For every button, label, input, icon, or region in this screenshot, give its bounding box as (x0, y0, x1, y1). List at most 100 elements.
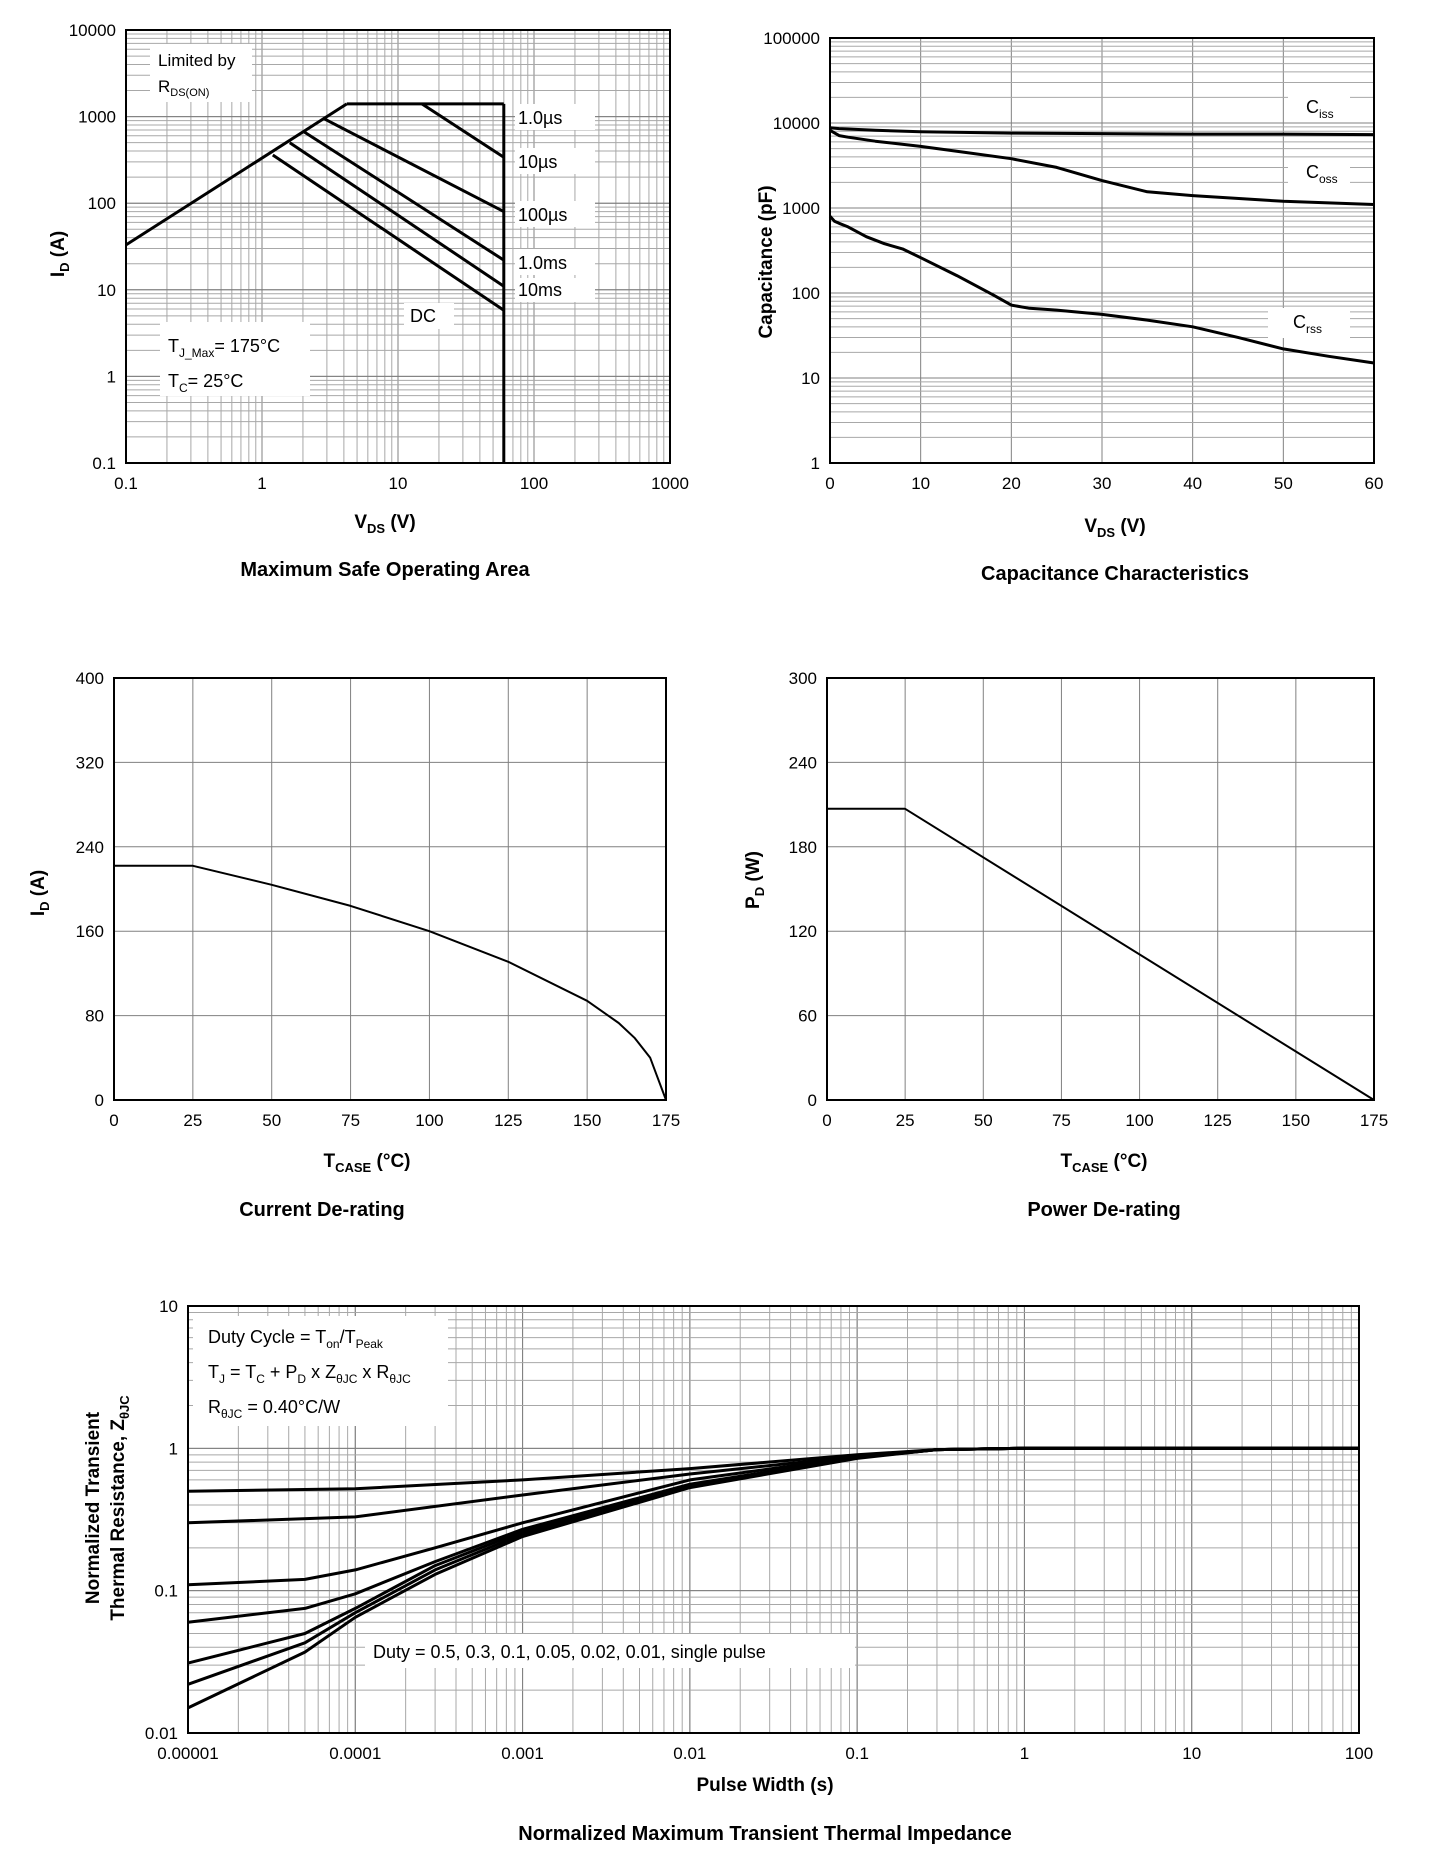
zth-x-tick-label: 0.1 (845, 1744, 869, 1763)
soa-series-100-s (322, 116, 505, 213)
cap-x-tick-label: 20 (1002, 474, 1021, 493)
zth-series-single-pulse (187, 1446, 1359, 1710)
cap-series-ciss (829, 126, 1375, 137)
cur-x-tick-label: 0 (109, 1111, 118, 1130)
thermal-impedance-chart: 0.00001 0.0001 0.001 0.01 0.1 1 10 100 0.01 0.1 1 1… (83, 1297, 1373, 1845)
zth-y-tick-label: 0.1 (154, 1582, 178, 1601)
pow-x-axis-label: TCASE (°C) (1061, 1151, 1148, 1175)
cap-plot-frame (829, 37, 1375, 464)
cur-x-axis-label: TCASE (°C) (324, 1151, 411, 1175)
cap-y-axis-label: Capacitance (pF) (756, 185, 777, 338)
cur-x-tick-label: 150 (573, 1111, 601, 1130)
zth-chart-title: Normalized Maximum Transient Thermal Imp… (518, 1823, 1011, 1845)
pow-y-tick-label: 120 (789, 922, 817, 941)
zth-tick-labels: 0.00001 0.0001 0.001 0.01 0.1 1 10 100 0.01 0.1 1 1… (145, 1297, 1373, 1763)
cur-plot-frame (113, 677, 667, 1101)
zth-series-d-0-3 (187, 1446, 1359, 1525)
zth-x-tick-label: 1 (1020, 1744, 1029, 1763)
soa-curves (125, 102, 506, 463)
soa-series-10ms (288, 141, 505, 288)
soa-conditions-box (160, 322, 310, 396)
cap-annotations: Ciss Coss Crss (1268, 92, 1350, 338)
cap-x-tick-label: 30 (1093, 474, 1112, 493)
soa-label-bg-100us (515, 201, 595, 227)
soa-chart: 0.1 1 10 100 1000 0.1 1 10 100 1000 10000 Limited … (48, 21, 689, 581)
soa-tick-labels: 0.1 1 10 100 1000 0.1 1 10 100 1000 10000 (69, 21, 689, 493)
cur-x-tick-label: 125 (494, 1111, 522, 1130)
cur-grid (113, 677, 667, 1101)
cur-y-axis-label: ID (A) (28, 870, 52, 916)
cap-x-tick-label: 10 (911, 474, 930, 493)
cap-label-ciss: Ciss (1306, 97, 1334, 121)
cur-y-tick-label: 320 (76, 753, 104, 772)
power-derating-chart: 0 25 50 75 100 125 150 175 0 60 120 180 240 300 TCASE… (743, 669, 1388, 1221)
soa-label-10ms: 10ms (518, 280, 562, 300)
zth-duty-list-label: Duty = 0.5, 0.3, 0.1, 0.05, 0.02, 0.01, … (373, 1642, 766, 1662)
soa-tc-label: TC= 25°C (168, 371, 243, 395)
soa-label-bg-1us (515, 104, 595, 130)
soa-label-1us: 1.0µs (518, 108, 562, 128)
soa-plot-frame (125, 29, 671, 464)
zth-y-axis-label-line2: Thermal Resistance, ZθJC (108, 1395, 132, 1621)
soa-x-tick-label: 0.1 (114, 474, 138, 493)
zth-y-tick-label: 0.01 (145, 1724, 178, 1743)
cur-chart-title: Current De-rating (239, 1199, 405, 1221)
zth-x-tick-label: 0.01 (673, 1744, 706, 1763)
cap-y-tick-label: 1 (811, 454, 820, 473)
zth-rth-label: RθJC = 0.40°C/W (208, 1397, 340, 1421)
pow-y-tick-label: 240 (789, 753, 817, 772)
pow-x-tick-label: 175 (1360, 1111, 1388, 1130)
cap-y-tick-label: 10000 (773, 114, 820, 133)
zth-x-tick-label: 0.001 (501, 1744, 544, 1763)
cur-x-tick-label: 25 (183, 1111, 202, 1130)
soa-tj-label: TJ_Max= 175°C (168, 336, 280, 360)
cap-series-crss (828, 215, 1375, 365)
pow-grid (826, 677, 1375, 1101)
cap-chart-title: Capacitance Characteristics (981, 563, 1249, 585)
soa-y-tick-label: 10 (97, 281, 116, 300)
cur-series-id (114, 864, 667, 1101)
zth-x-tick-label: 100 (1345, 1744, 1373, 1763)
soa-annotations: Limited by RDS(ON) 1.0µs 10µs 100µs 1.0m… (150, 44, 595, 396)
pow-x-tick-label: 100 (1125, 1111, 1153, 1130)
soa-y-axis-label: ID (A) (48, 231, 72, 277)
cap-label-coss: Coss (1306, 162, 1338, 186)
zth-tj-equation: TJ = TC + PD x ZθJC x RθJC (208, 1362, 411, 1386)
soa-limited-label: Limited by (158, 51, 236, 70)
pow-series-pd (827, 807, 1375, 1101)
pow-y-tick-label: 60 (798, 1007, 817, 1026)
zth-equations-box (193, 1316, 448, 1426)
soa-x-tick-label: 100 (520, 474, 548, 493)
cap-series-coss (829, 129, 1375, 206)
cur-y-tick-label: 400 (76, 669, 104, 688)
current-derating-chart: 0 25 50 75 100 125 150 175 0 80 160 240 320 400 TCASE… (28, 669, 680, 1221)
cap-curves (828, 126, 1375, 365)
zth-duty-cycle-label: Duty Cycle = Ton/TPeak (208, 1327, 384, 1351)
cur-y-tick-label: 0 (95, 1091, 104, 1110)
cur-x-tick-label: 175 (652, 1111, 680, 1130)
cur-tick-labels: 0 25 50 75 100 125 150 175 0 80 160 240 320 400 (76, 669, 681, 1130)
cap-x-tick-label: 40 (1183, 474, 1202, 493)
soa-label-bg-1ms (515, 249, 595, 275)
cur-x-tick-label: 75 (341, 1111, 360, 1130)
cur-y-tick-label: 240 (76, 838, 104, 857)
capacitance-chart: 0 10 20 30 40 50 60 1 10 100 1000 10000 100000 Ciss … (756, 29, 1383, 585)
cur-y-tick-label: 160 (76, 922, 104, 941)
soa-rdson-label: RDS(ON) (158, 77, 209, 99)
soa-x-axis-label: VDS (V) (354, 512, 415, 536)
soa-series-dc (271, 153, 505, 312)
cur-x-tick-label: 100 (415, 1111, 443, 1130)
soa-x-tick-label: 1 (257, 474, 266, 493)
zth-plot-frame (187, 1305, 1360, 1734)
soa-label-10us: 10µs (518, 152, 557, 172)
cur-y-tick-label: 80 (85, 1007, 104, 1026)
cap-x-axis-label: VDS (V) (1084, 516, 1145, 540)
pow-x-tick-label: 50 (974, 1111, 993, 1130)
soa-y-tick-label: 1000 (78, 108, 116, 127)
soa-series-1-0ms (302, 129, 505, 262)
zth-y-tick-label: 1 (169, 1439, 178, 1458)
soa-label-1ms: 1.0ms (518, 253, 567, 273)
cap-y-tick-label: 10 (801, 369, 820, 388)
pow-curves (827, 807, 1375, 1101)
zth-duty-list-box (365, 1634, 855, 1668)
